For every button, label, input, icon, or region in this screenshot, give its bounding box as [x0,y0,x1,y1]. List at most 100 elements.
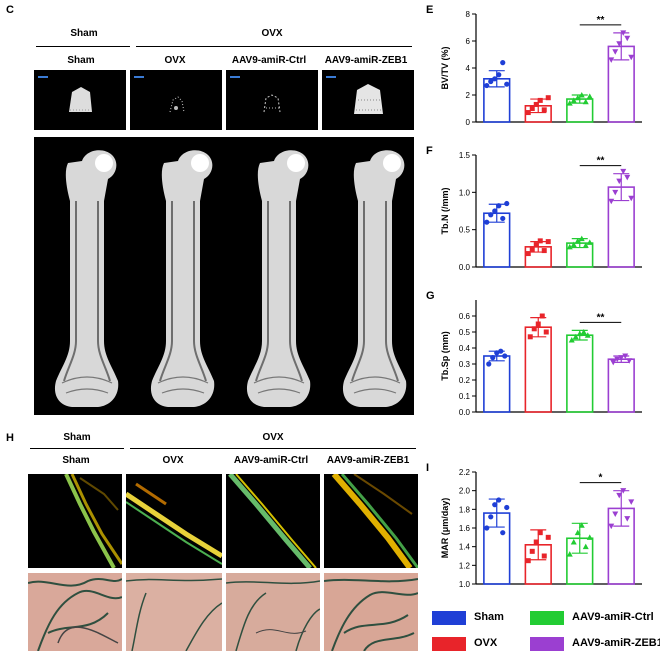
data-point [624,174,631,181]
data-point [620,168,627,175]
data-point [527,334,533,340]
y-tick-label: 0.6 [459,312,471,321]
data-point [570,539,577,545]
y-tick-label: 0 [466,118,471,127]
data-point [566,551,573,557]
microct-section-sham [34,70,126,130]
y-tick-label: 2 [466,91,471,100]
data-point [488,212,494,218]
data-point [612,189,619,196]
histology-image-ctrl [226,573,320,651]
data-point [541,107,547,113]
microct-section-ctrl [226,70,318,130]
h-header-ctrl: AAV9-amiR-Ctrl [233,455,309,466]
data-point [582,543,589,550]
data-point [582,98,589,105]
y-tick-label: 4 [466,64,471,73]
data-point [582,242,589,248]
data-point [496,203,502,209]
data-point [578,92,585,98]
panel-label-i: I [426,462,430,474]
data-point [574,94,581,101]
data-point [529,548,535,554]
data-point [570,241,577,248]
data-point [488,514,494,520]
data-point [492,502,498,508]
data-point [484,219,490,225]
data-point [492,76,498,82]
y-tick-label: 0.5 [459,226,471,235]
data-point [541,248,547,254]
data-point [496,497,502,503]
data-point [537,238,543,244]
significance-label: ** [597,312,605,323]
data-point [500,60,506,66]
data-point [545,239,551,245]
data-point [545,534,551,540]
data-point [502,353,508,359]
data-point [494,350,500,356]
y-tick-label: 1.4 [459,543,471,552]
data-point [586,93,593,99]
bar-zeb1 [607,358,635,413]
data-point [537,97,543,103]
data-point [533,539,539,545]
legend-swatch-sham [432,611,466,625]
h-header-sham: Sham [62,455,90,466]
data-point [500,215,506,222]
data-point [614,356,621,363]
data-point [608,523,615,530]
h-header-sham-top: Sham [63,432,91,443]
data-point [533,242,539,248]
data-point [486,361,492,367]
chart-tb-sp: 0.0 0.1 0.2 0.3 0.4 0.5 0.6 Tb.Sp (mm) ** [440,300,642,417]
data-point [541,553,547,559]
histology-image-sham [28,573,122,651]
data-point [529,106,535,111]
histology-image-zeb1 [324,573,418,651]
y-tick-label: 1.8 [459,505,471,514]
data-point [525,110,531,116]
data-point [626,358,633,364]
y-tick-label: 1.5 [459,151,471,160]
legend-swatch-ctrl [530,611,564,625]
header-underline-ovx [136,46,412,47]
data-point [616,178,623,185]
header-sham: Sham [67,55,95,66]
fluorescence-image-zeb1 [324,474,418,568]
data-point [628,54,635,61]
data-point [496,72,502,78]
h-header-zeb1: AAV9-amiR-ZEB1 [326,455,410,466]
data-point [622,353,629,359]
significance-label: * [599,473,603,484]
y-tick-label: 0.4 [459,344,471,353]
data-point [490,355,496,361]
header-zeb1: AAV9-amiR-ZEB1 [324,55,408,66]
y-tick-label: 1.0 [459,188,471,197]
data-point [586,239,593,245]
microct-section-ovx [130,70,222,130]
data-point [624,516,631,522]
legend-swatch-ovx [432,637,466,651]
microct-femur-panel [34,137,414,415]
data-point [618,355,625,361]
panel-label-c: C [6,4,14,16]
panel-label-e: E [426,4,434,16]
fluorescence-image-sham [28,474,122,568]
header-ctrl: AAV9-amiR-Ctrl [231,55,307,66]
data-point [608,57,615,63]
data-point [498,348,504,354]
y-tick-label: 8 [466,10,471,19]
data-point [628,499,635,505]
y-tick-label: 2.2 [459,468,471,477]
h-underline-sham [30,448,124,449]
data-point [525,558,531,564]
y-tick-label: 0.0 [459,263,471,272]
y-axis-label: BV/TV (%) [440,46,450,89]
significance-label: ** [597,15,605,26]
data-point [574,529,581,536]
legend: Sham AAV9-amiR-Ctrl OVX AAV9-amiR-ZEB1 [432,610,660,658]
y-tick-label: 0.5 [459,328,471,337]
data-point [580,329,587,335]
data-point [616,41,623,47]
